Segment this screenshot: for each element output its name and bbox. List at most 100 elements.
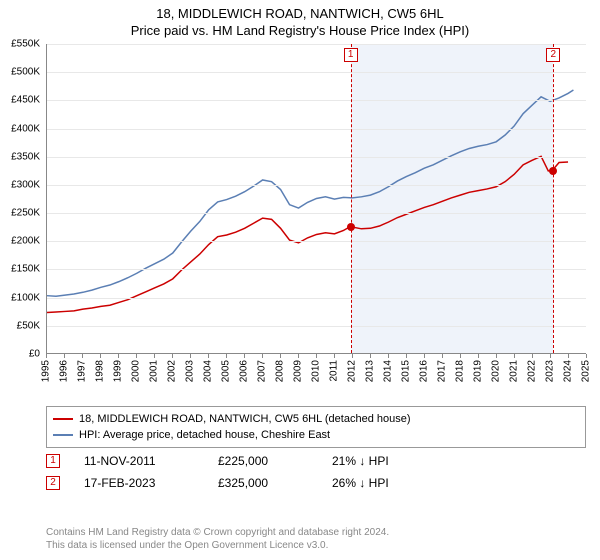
gridline	[47, 241, 586, 242]
y-tick-label: £150K	[11, 264, 40, 275]
chart-area: £0£50K£100K£150K£200K£250K£300K£350K£400…	[0, 44, 600, 404]
legend-item-property: 18, MIDDLEWICH ROAD, NANTWICH, CW5 6HL (…	[53, 411, 579, 427]
x-tick-label: 2009	[293, 360, 304, 382]
legend-swatch-hpi	[53, 434, 73, 436]
event-badge: 1	[344, 48, 358, 62]
y-tick-label: £0	[29, 349, 40, 360]
legend: 18, MIDDLEWICH ROAD, NANTWICH, CW5 6HL (…	[46, 406, 586, 448]
x-tick-label: 2014	[383, 360, 394, 382]
x-tick-label: 2021	[509, 360, 520, 382]
x-tick-mark	[460, 354, 461, 358]
x-tick-mark	[154, 354, 155, 358]
x-tick-mark	[514, 354, 515, 358]
x-tick-label: 2013	[365, 360, 376, 382]
x-tick-label: 1998	[95, 360, 106, 382]
x-tick-mark	[550, 354, 551, 358]
event-row-date: 17-FEB-2023	[84, 476, 194, 490]
gridline	[47, 269, 586, 270]
title-address: 18, MIDDLEWICH ROAD, NANTWICH, CW5 6HL	[0, 6, 600, 21]
x-tick-label: 2017	[437, 360, 448, 382]
x-tick-label: 1997	[77, 360, 88, 382]
x-tick-label: 2008	[275, 360, 286, 382]
x-tick-mark	[280, 354, 281, 358]
x-tick-mark	[46, 354, 47, 358]
x-tick-mark	[190, 354, 191, 358]
series-property	[47, 156, 568, 312]
x-tick-label: 2025	[581, 360, 592, 382]
legend-label-hpi: HPI: Average price, detached house, Ches…	[79, 427, 330, 443]
event-dot	[549, 167, 557, 175]
x-tick-mark	[208, 354, 209, 358]
x-tick-mark	[388, 354, 389, 358]
gridline	[47, 100, 586, 101]
x-tick-mark	[262, 354, 263, 358]
y-axis: £0£50K£100K£150K£200K£250K£300K£350K£400…	[0, 44, 44, 354]
gridline	[47, 72, 586, 73]
title-block: 18, MIDDLEWICH ROAD, NANTWICH, CW5 6HL P…	[0, 0, 600, 38]
legend-label-property: 18, MIDDLEWICH ROAD, NANTWICH, CW5 6HL (…	[79, 411, 411, 427]
x-tick-label: 2019	[473, 360, 484, 382]
gridline	[47, 185, 586, 186]
x-tick-label: 2012	[347, 360, 358, 382]
x-tick-mark	[442, 354, 443, 358]
line-layer	[47, 44, 586, 353]
x-tick-label: 1999	[113, 360, 124, 382]
title-subtitle: Price paid vs. HM Land Registry's House …	[0, 23, 600, 38]
x-tick-label: 2015	[401, 360, 412, 382]
x-tick-label: 2003	[185, 360, 196, 382]
y-tick-label: £50K	[17, 320, 40, 331]
x-tick-mark	[568, 354, 569, 358]
x-tick-mark	[496, 354, 497, 358]
x-tick-label: 2007	[257, 360, 268, 382]
x-tick-label: 2006	[239, 360, 250, 382]
x-tick-label: 2024	[563, 360, 574, 382]
x-tick-mark	[118, 354, 119, 358]
legend-item-hpi: HPI: Average price, detached house, Ches…	[53, 427, 579, 443]
x-tick-label: 1996	[59, 360, 70, 382]
x-tick-mark	[424, 354, 425, 358]
y-tick-label: £500K	[11, 67, 40, 78]
chart-container: 18, MIDDLEWICH ROAD, NANTWICH, CW5 6HL P…	[0, 0, 600, 560]
y-tick-label: £350K	[11, 151, 40, 162]
x-tick-mark	[316, 354, 317, 358]
event-row-price: £225,000	[218, 454, 308, 468]
event-line	[351, 44, 352, 353]
event-row-badge: 2	[46, 476, 60, 490]
x-tick-label: 2002	[167, 360, 178, 382]
x-tick-label: 2022	[527, 360, 538, 382]
x-tick-label: 2016	[419, 360, 430, 382]
gridline	[47, 157, 586, 158]
y-tick-label: £400K	[11, 123, 40, 134]
event-row-date: 11-NOV-2011	[84, 454, 194, 468]
x-tick-label: 2000	[131, 360, 142, 382]
plot-area: 12	[46, 44, 586, 354]
x-tick-mark	[244, 354, 245, 358]
y-tick-label: £200K	[11, 236, 40, 247]
event-badge: 2	[546, 48, 560, 62]
event-row-badge: 1	[46, 454, 60, 468]
x-tick-mark	[136, 354, 137, 358]
y-tick-label: £100K	[11, 292, 40, 303]
x-tick-mark	[352, 354, 353, 358]
x-axis: 1995199619971998199920002001200220032004…	[46, 354, 586, 404]
y-tick-label: £250K	[11, 208, 40, 219]
event-row-delta: 21% ↓ HPI	[332, 454, 442, 468]
event-dot	[347, 223, 355, 231]
event-row: 217-FEB-2023£325,00026% ↓ HPI	[46, 472, 586, 494]
x-tick-label: 2011	[329, 360, 340, 382]
events-table: 1 11-NOV-2011 £225,000 21% ↓ HPI 2 17-FEB-202…	[46, 450, 586, 494]
x-tick-label: 2010	[311, 360, 322, 382]
x-tick-label: 2005	[221, 360, 232, 382]
x-tick-label: 1995	[41, 360, 52, 382]
x-tick-mark	[334, 354, 335, 358]
x-tick-mark	[370, 354, 371, 358]
y-tick-label: £550K	[11, 39, 40, 50]
event-line	[553, 44, 554, 353]
x-tick-mark	[586, 354, 587, 358]
x-tick-mark	[226, 354, 227, 358]
x-tick-label: 2004	[203, 360, 214, 382]
footnote-line1: Contains HM Land Registry data © Crown c…	[46, 526, 586, 539]
event-row: 1 11-NOV-2011 £225,000 21% ↓ HPI	[46, 450, 586, 472]
x-tick-mark	[100, 354, 101, 358]
gridline	[47, 213, 586, 214]
